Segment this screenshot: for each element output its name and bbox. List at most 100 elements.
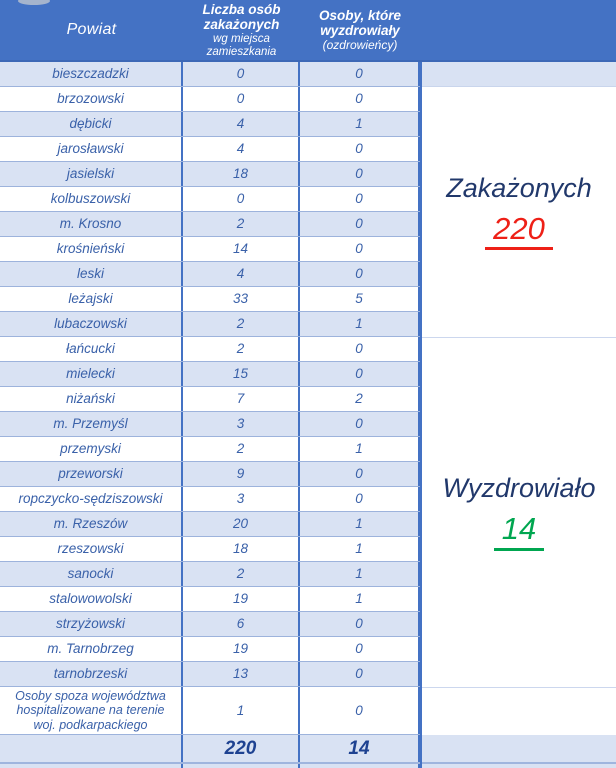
recovered-count: 0 — [300, 162, 420, 186]
summary-infected-label: Zakażonych — [446, 172, 592, 203]
summary-panel-top-strip — [422, 62, 616, 87]
powiat-name: m. Tarnobrzeg — [0, 637, 183, 661]
summary-panel-empty-zone — [422, 688, 616, 735]
infected-count: 4 — [183, 262, 300, 286]
column-header-recovered-label: Osoby, które wyzdrowiały — [318, 7, 402, 38]
table-row: tarnobrzeski 13 0 — [0, 662, 420, 687]
infected-count: 4 — [183, 112, 300, 136]
table-row: rzeszowski 18 1 — [0, 537, 420, 562]
infected-count: 1 — [183, 687, 300, 734]
infected-count: 2 — [183, 437, 300, 461]
powiat-name: rzeszowski — [0, 537, 183, 561]
table-row: m. Przemyśl 3 0 — [0, 412, 420, 437]
column-header-powiat-label: Powiat — [66, 21, 117, 39]
table-row: mielecki 15 0 — [0, 362, 420, 387]
table-row: przeworski 9 0 — [0, 462, 420, 487]
powiat-name: lubaczowski — [0, 312, 183, 336]
infected-count: 33 — [183, 287, 300, 311]
total-recovered: 14 — [300, 735, 420, 768]
recovered-count: 0 — [300, 62, 420, 86]
column-header-powiat: Powiat — [0, 0, 183, 60]
recovered-count: 1 — [300, 437, 420, 461]
powiat-name: łańcucki — [0, 337, 183, 361]
infected-count: 19 — [183, 587, 300, 611]
infected-count: 15 — [183, 362, 300, 386]
summary-panel-bottom-strip — [422, 734, 616, 768]
recovered-count: 0 — [300, 687, 420, 734]
powiat-name: strzyżowski — [0, 612, 183, 636]
table-row: m. Tarnobrzeg 19 0 — [0, 637, 420, 662]
powiat-name: ropczycko-sędziszowski — [0, 487, 183, 511]
recovered-count: 1 — [300, 587, 420, 611]
recovered-count: 0 — [300, 662, 420, 686]
decorative-blob — [18, 0, 50, 5]
powiat-name: krośnieński — [0, 237, 183, 261]
infected-count: 7 — [183, 387, 300, 411]
table-row: leski 4 0 — [0, 262, 420, 287]
powiat-name: m. Rzeszów — [0, 512, 183, 536]
table-row: strzyżowski 6 0 — [0, 612, 420, 637]
table-row: kolbuszowski 0 0 — [0, 187, 420, 212]
recovered-count: 1 — [300, 512, 420, 536]
infected-count: 0 — [183, 187, 300, 211]
powiat-name: jarosławski — [0, 137, 183, 161]
infected-count: 13 — [183, 662, 300, 686]
powiat-name: stalowowolski — [0, 587, 183, 611]
infected-count: 14 — [183, 237, 300, 261]
infected-count: 0 — [183, 87, 300, 111]
powiat-name: m. Przemyśl — [0, 412, 183, 436]
summary-recovered-block: Wyzdrowiało 14 — [422, 338, 616, 688]
infected-count: 0 — [183, 62, 300, 86]
powiat-name: dębicki — [0, 112, 183, 136]
table-row: m. Krosno 2 0 — [0, 212, 420, 237]
infected-count: 2 — [183, 562, 300, 586]
table-total-row: 220 14 — [0, 735, 420, 768]
table-row: jarosławski 4 0 — [0, 137, 420, 162]
table-body: bieszczadzki 0 0 brzozowski 0 0 dębicki 4 1 jaros… — [0, 62, 420, 768]
powiat-name: kolbuszowski — [0, 187, 183, 211]
recovered-count: 5 — [300, 287, 420, 311]
infected-count: 9 — [183, 462, 300, 486]
infected-count: 20 — [183, 512, 300, 536]
infected-count: 6 — [183, 612, 300, 636]
table-row: m. Rzeszów 20 1 — [0, 512, 420, 537]
recovered-count: 0 — [300, 412, 420, 436]
table-row: ropczycko-sędziszowski 3 0 — [0, 487, 420, 512]
table-row: lubaczowski 2 1 — [0, 312, 420, 337]
infected-count: 4 — [183, 137, 300, 161]
column-header-recovered: Osoby, które wyzdrowiały (ozdrowieńcy) — [300, 0, 420, 60]
recovered-count: 0 — [300, 612, 420, 636]
table-row: niżański 7 2 — [0, 387, 420, 412]
powiat-name: brzozowski — [0, 87, 183, 111]
table-row: leżajski 33 5 — [0, 287, 420, 312]
recovered-count: 0 — [300, 187, 420, 211]
infected-count: 18 — [183, 537, 300, 561]
powiat-name: leski — [0, 262, 183, 286]
powiat-name: niżański — [0, 387, 183, 411]
powiat-name: tarnobrzeski — [0, 662, 183, 686]
total-infected: 220 — [183, 735, 300, 768]
table-row: dębicki 4 1 — [0, 112, 420, 137]
recovered-count: 0 — [300, 337, 420, 361]
recovered-count: 0 — [300, 137, 420, 161]
powiat-name: Osoby spoza województwa hospitalizowane … — [0, 687, 183, 734]
recovered-count: 0 — [300, 262, 420, 286]
summary-recovered-label: Wyzdrowiało — [442, 473, 596, 504]
powiat-name: przeworski — [0, 462, 183, 486]
powiat-name: jasielski — [0, 162, 183, 186]
table-row: krośnieński 14 0 — [0, 237, 420, 262]
powiat-name: mielecki — [0, 362, 183, 386]
infected-count: 3 — [183, 487, 300, 511]
table-row: sanocki 2 1 — [0, 562, 420, 587]
recovered-count: 1 — [300, 537, 420, 561]
table-rows: bieszczadzki 0 0 brzozowski 0 0 dębicki 4 1 jaros… — [0, 62, 420, 687]
recovered-count: 0 — [300, 212, 420, 236]
recovered-count: 0 — [300, 637, 420, 661]
table-row-special: Osoby spoza województwa hospitalizowane … — [0, 687, 420, 735]
powiat-name: leżajski — [0, 287, 183, 311]
recovered-count: 1 — [300, 312, 420, 336]
table-row: stalowowolski 19 1 — [0, 587, 420, 612]
recovered-count: 0 — [300, 487, 420, 511]
infected-count: 19 — [183, 637, 300, 661]
